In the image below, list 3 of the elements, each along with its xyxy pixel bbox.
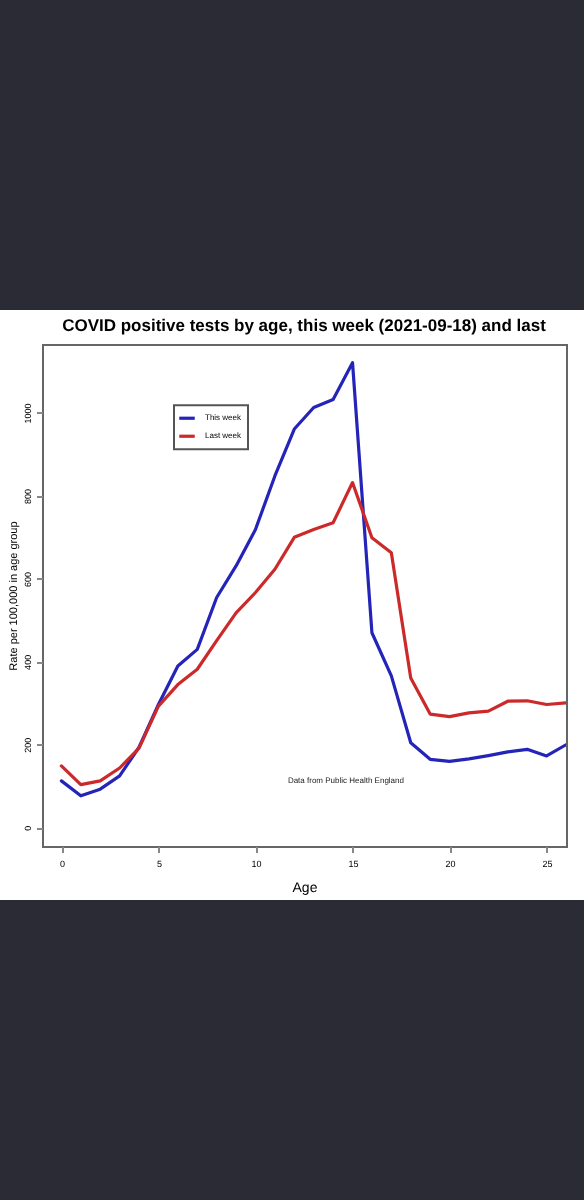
line-series <box>59 480 566 787</box>
line-series <box>59 361 566 798</box>
chart-title: COVID positive tests by age, this week (2021-09-18) and last <box>62 315 547 335</box>
